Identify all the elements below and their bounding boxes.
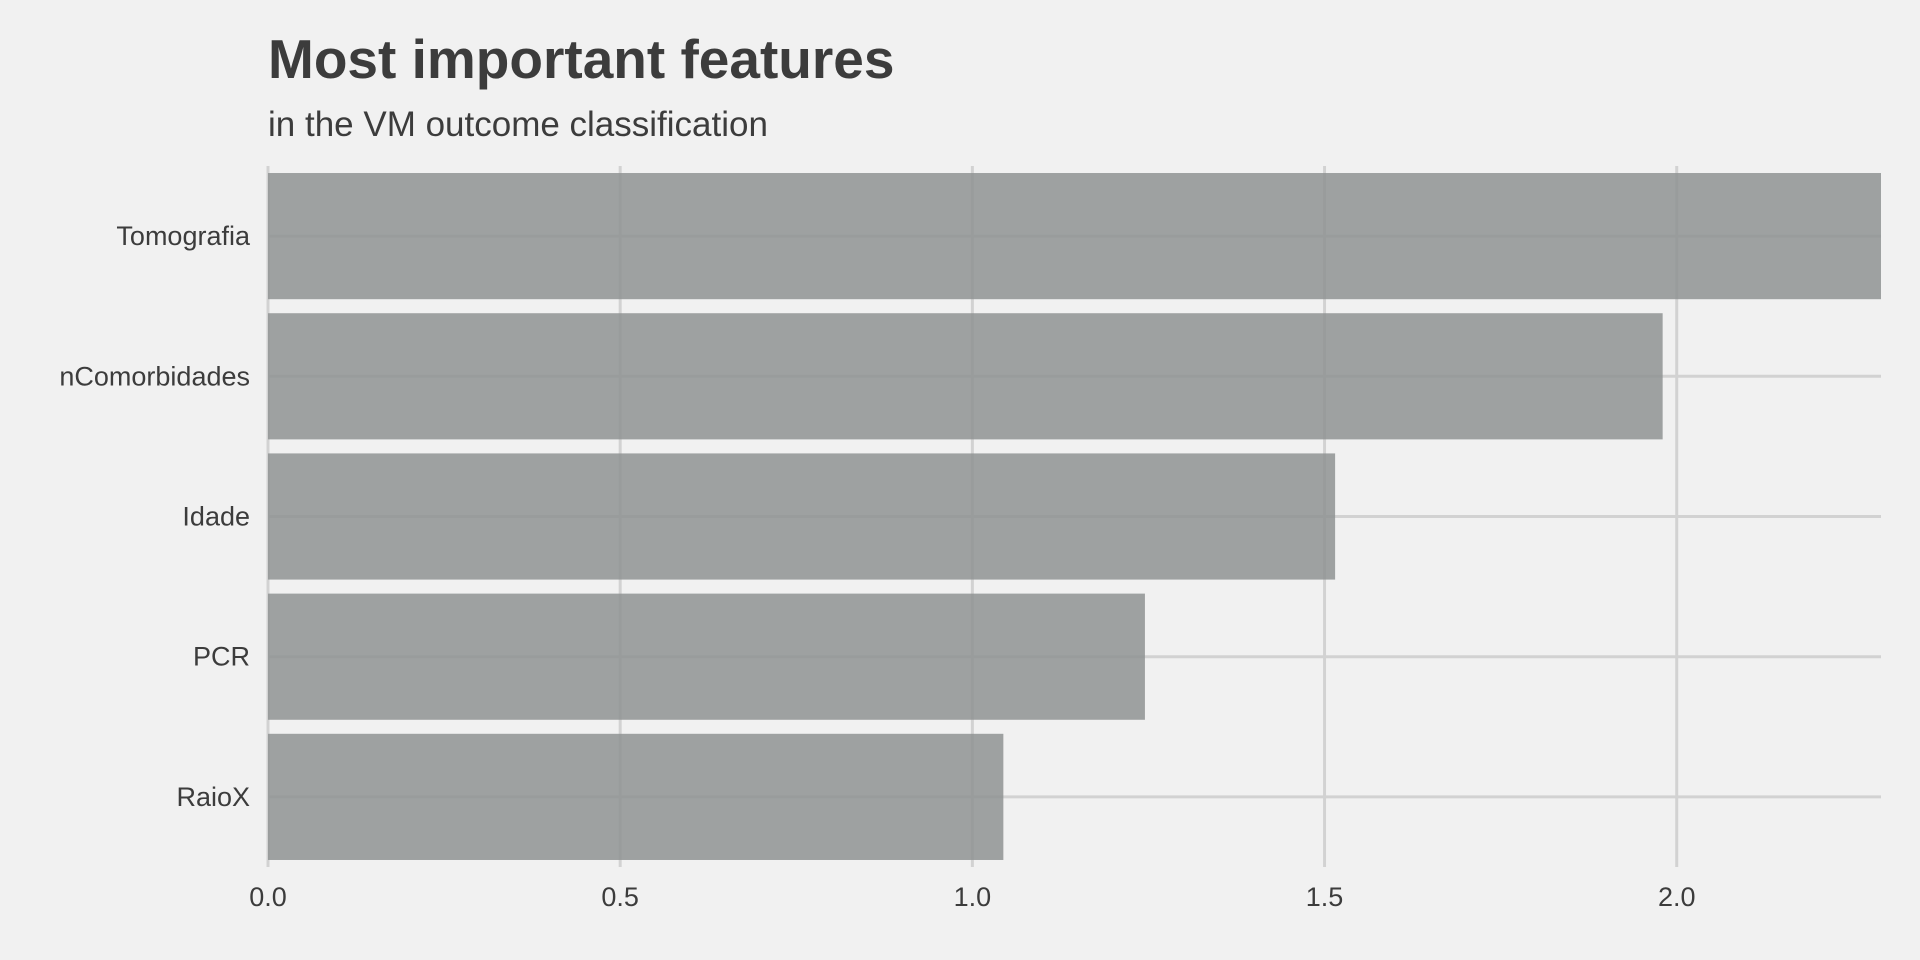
y-tick-label: Tomografia (116, 221, 251, 251)
chart-subtitle: in the VM outcome classification (268, 105, 768, 144)
y-tick-label: RaioX (176, 782, 250, 812)
y-tick-label: PCR (193, 642, 250, 672)
x-axis-tick-labels: 0.0 0.5 1.0 1.5 2.0 (249, 882, 1695, 912)
chart-title: Most important features (268, 28, 894, 90)
y-tick-label: nComorbidades (59, 361, 250, 391)
y-tick-label: Idade (182, 502, 250, 532)
x-tick-label: 1.0 (954, 882, 992, 912)
bar (268, 453, 1336, 580)
y-axis-tick-labels: Tomografia nComorbidades Idade PCR RaioX (59, 221, 251, 812)
x-tick-label: 1.5 (1306, 882, 1344, 912)
x-tick-label: 0.5 (601, 882, 639, 912)
x-tick-label: 2.0 (1658, 882, 1696, 912)
x-tick-label: 0.0 (249, 882, 287, 912)
bars (268, 173, 1881, 860)
bar (268, 173, 1881, 300)
bar (268, 313, 1663, 440)
bar (268, 733, 1004, 860)
bar (268, 593, 1145, 720)
